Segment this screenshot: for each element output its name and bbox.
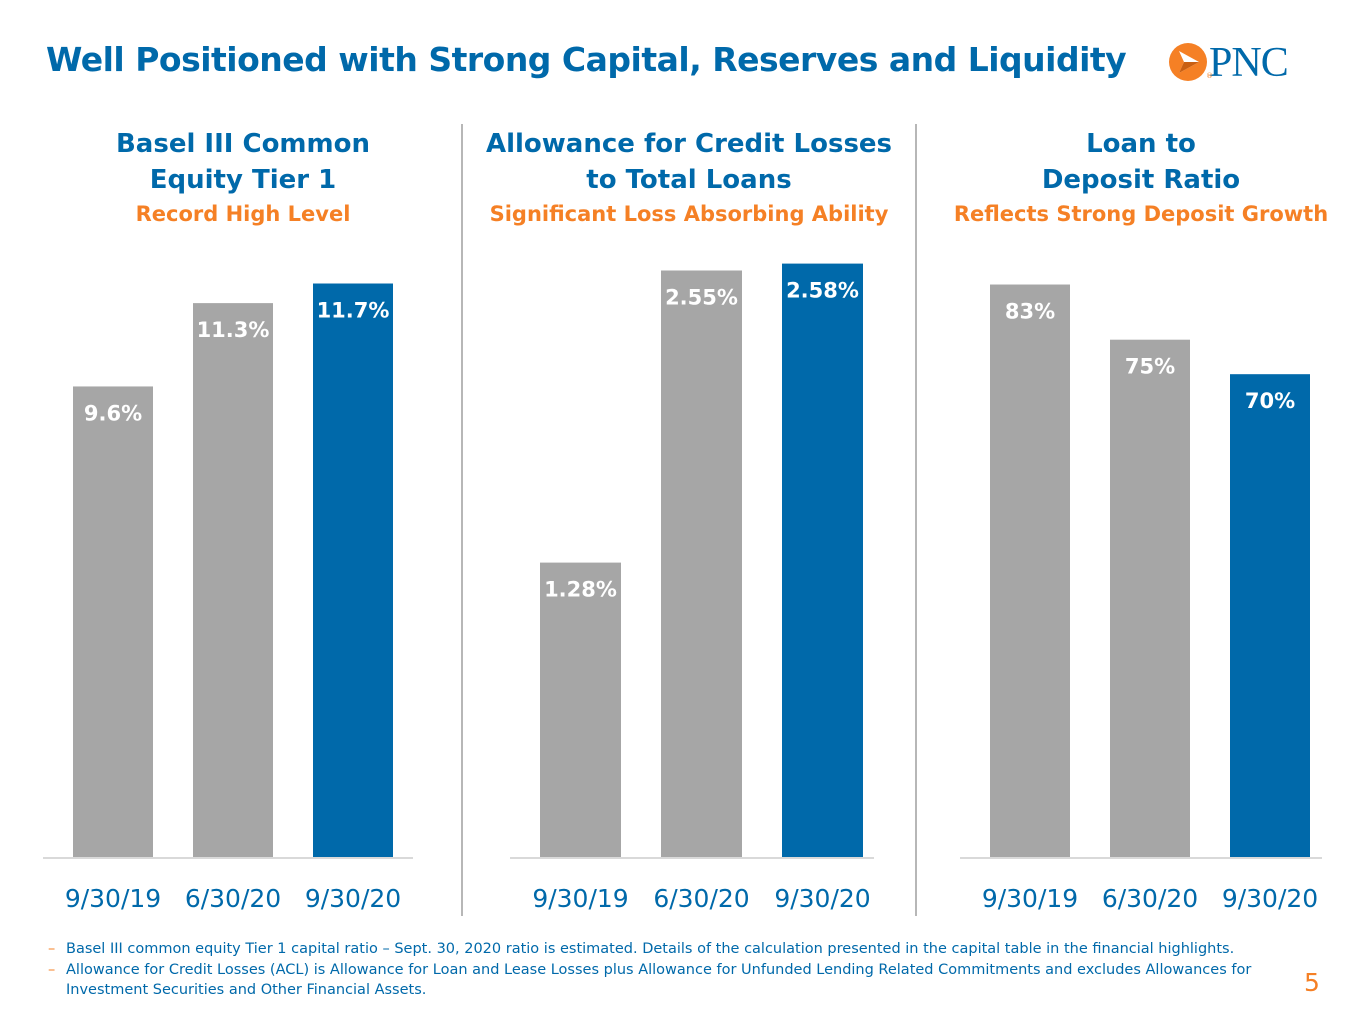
x-tick-label: 6/30/20	[653, 884, 749, 913]
x-tick-label: 6/30/20	[185, 884, 281, 913]
panel-divider-1	[461, 124, 463, 916]
bar-9-30-20	[782, 263, 863, 858]
bar-9-30-20	[1230, 374, 1310, 857]
footnote-text: Allowance for Credit Losses (ACL) is All…	[66, 961, 1252, 999]
bar-value-label: 2.55%	[665, 286, 738, 310]
slide-title: Well Positioned with Strong Capital, Res…	[46, 40, 1127, 79]
panel-ltd: Loan to Deposit Ratio Reflects Strong De…	[926, 126, 1356, 926]
footnote-text: Basel III common equity Tier 1 capital r…	[66, 941, 1235, 957]
footnote-1: – Basel III common equity Tier 1 capital…	[48, 939, 1288, 960]
bar-9-30-19	[540, 562, 621, 857]
bar-9-30-19	[990, 284, 1070, 857]
bar-6-30-20	[1110, 339, 1190, 857]
ltd-bar-chart: 83% 9/30/19 75% 6/30/20 70% 9/30/20	[960, 284, 1322, 913]
x-tick-label: 9/30/20	[774, 884, 870, 913]
x-tick-label: 9/30/19	[65, 884, 161, 913]
x-tick-label: 9/30/19	[982, 884, 1078, 913]
page-number: 5	[1304, 968, 1320, 997]
panel-divider-2	[915, 124, 917, 916]
bar-value-label: 2.58%	[786, 279, 859, 303]
panel-title: Basel III Common Equity Tier 1	[115, 129, 370, 195]
footnote-dash: –	[48, 961, 56, 978]
bar-9-30-19	[73, 386, 153, 857]
bar-6-30-20	[193, 303, 273, 857]
panel-subtitle: Significant Loss Absorbing Ability	[489, 202, 889, 226]
panel-subtitle: Record High Level	[135, 202, 351, 226]
bar-value-label: 70%	[1245, 389, 1295, 413]
acl-bar-chart: 1.28% 9/30/19 2.55% 6/30/20 2.58% 9/30/20	[510, 263, 874, 913]
panel-cet1: Basel III Common Equity Tier 1 Record Hi…	[30, 126, 456, 926]
pnc-logo-text: PNC	[1209, 40, 1289, 86]
panel-acl: Allowance for Credit Losses to Total Loa…	[470, 126, 908, 926]
x-tick-label: 9/30/19	[532, 884, 628, 913]
panel-title: Loan to Deposit Ratio	[1041, 129, 1241, 195]
bar-value-label: 11.7%	[317, 299, 390, 323]
footnotes: – Basel III common equity Tier 1 capital…	[48, 939, 1288, 1001]
bar-value-label: 1.28%	[544, 578, 617, 602]
panel-title: Allowance for Credit Losses to Total Loa…	[485, 129, 893, 195]
pnc-logo: PNC ®	[1168, 38, 1323, 88]
x-tick-label: 9/30/20	[1222, 884, 1318, 913]
panel-subtitle: Reflects Strong Deposit Growth	[953, 202, 1329, 226]
bar-value-label: 75%	[1125, 355, 1175, 379]
footnote-dash: –	[48, 941, 56, 957]
x-tick-label: 6/30/20	[1102, 884, 1198, 913]
pnc-logo-icon	[1169, 43, 1207, 81]
bar-9-30-20	[313, 283, 393, 857]
bar-value-label: 9.6%	[84, 401, 142, 425]
bar-6-30-20	[661, 270, 742, 857]
footnote-2: – Allowance for Credit Losses (ACL) is A…	[48, 960, 1288, 1001]
x-tick-label: 9/30/20	[305, 884, 401, 913]
bar-value-label: 83%	[1005, 300, 1055, 324]
bar-value-label: 11.3%	[197, 318, 270, 342]
cet1-bar-chart: 9.6% 9/30/19 11.3% 6/30/20 11.7% 9/30/20	[43, 283, 413, 913]
registered-mark: ®	[1206, 72, 1213, 80]
